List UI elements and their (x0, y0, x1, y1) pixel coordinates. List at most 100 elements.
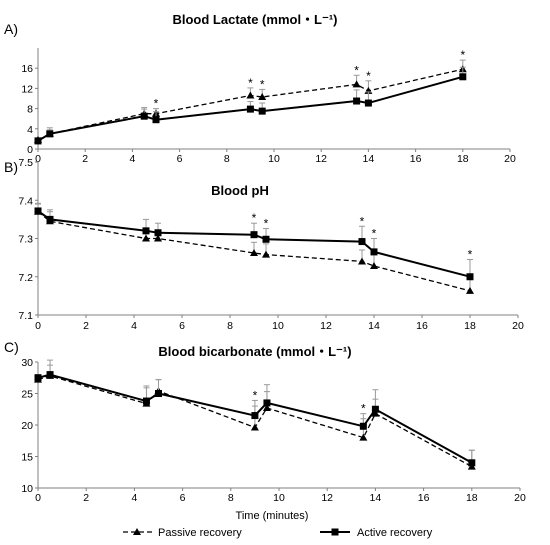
x-tick-label: 16 (418, 492, 430, 504)
x-tick-label: 4 (131, 492, 137, 504)
x-tick-label: 0 (35, 153, 41, 165)
y-tick-label: 7.5 (18, 157, 33, 169)
data-point-square (371, 405, 379, 413)
panel-label: A) (4, 21, 18, 37)
significance-asterisk: * (248, 76, 253, 90)
x-tick-label: 6 (177, 153, 183, 165)
y-tick-label: 30 (21, 357, 33, 369)
y-tick-label: 0 (27, 144, 33, 156)
legend-label-active: Active recovery (357, 527, 433, 539)
x-tick-label: 10 (273, 492, 285, 504)
chart-title: Blood pH (211, 183, 269, 198)
y-tick-label: 7.4 (18, 195, 33, 207)
y-tick-label: 25 (21, 389, 33, 401)
significance-asterisk: * (372, 227, 377, 241)
data-point-triangle (352, 80, 361, 88)
x-tick-label: 20 (504, 153, 516, 165)
chart-title: Blood bicarbonate (mmol・L⁻¹) (158, 344, 351, 359)
significance-asterisk: * (253, 388, 258, 402)
data-point-triangle (358, 257, 366, 265)
x-tick-label: 8 (228, 492, 234, 504)
x-tick-label: 12 (321, 492, 333, 504)
x-tick-label: 0 (35, 492, 41, 504)
x-tick-label: 14 (363, 153, 375, 165)
data-point-square (34, 374, 42, 382)
series-active-recovery (34, 202, 474, 281)
x-tick-label: 2 (83, 492, 89, 504)
y-tick-label: 7.1 (18, 310, 33, 322)
data-point-square (258, 107, 266, 115)
data-point-square (34, 207, 42, 215)
panel-c: C) Blood bicarbonate (mmol・L⁻¹) 0 2 4 6 8 10 12 1… (4, 339, 526, 504)
significance-asterisk: * (264, 217, 269, 231)
data-point-square (46, 371, 54, 379)
data-point-square (46, 215, 54, 223)
series-active-recovery (34, 359, 476, 467)
y-tick-label: 7.2 (18, 272, 33, 284)
x-tick-label: 4 (131, 320, 137, 332)
panel-label: C) (4, 339, 19, 355)
data-point-triangle (246, 91, 255, 99)
data-point-square (246, 105, 254, 113)
x-tick-label: 18 (464, 320, 476, 332)
x-tick-label: 20 (514, 492, 526, 504)
x-tick-label: 8 (224, 153, 230, 165)
significance-asterisk: * (360, 214, 365, 228)
y-tick-label: 7.3 (18, 234, 33, 246)
data-point-triangle (370, 262, 378, 270)
data-point-square (142, 227, 150, 235)
legend: Passive recovery Active recovery (123, 527, 433, 539)
x-tick-label: 8 (227, 320, 233, 332)
panel-b: B) Blood pH 0 2 4 6 8 10 12 14 16 18 20 7.1 7.2 7.3 7.4 7… (4, 157, 524, 332)
x-tick-label: 6 (179, 320, 185, 332)
data-point-square (364, 99, 372, 107)
y-tick-label: 20 (21, 420, 33, 432)
data-point-square (142, 397, 150, 405)
x-tick-label: 18 (466, 492, 478, 504)
panel-a: A) Blood Lactate (mmol・L⁻¹) 0 2 4 6 8 10 12 14 16 1… (4, 12, 516, 165)
data-point-square (466, 273, 474, 281)
x-tick-label: 6 (180, 492, 186, 504)
data-point-square (370, 248, 378, 256)
y-tick-label: 10 (21, 483, 33, 495)
x-tick-label: 18 (457, 153, 469, 165)
data-point-square (251, 412, 259, 420)
x-tick-label: 0 (35, 320, 41, 332)
passive-recovery-line (37, 211, 471, 292)
data-point-triangle (371, 409, 380, 417)
x-tick-label: 4 (129, 153, 135, 165)
data-point-square (262, 235, 270, 243)
y-tick-label: 12 (21, 83, 33, 95)
significance-asterisk: * (154, 97, 159, 111)
x-tick-label: 2 (83, 320, 89, 332)
series-active-recovery (34, 66, 467, 145)
panel-label: B) (4, 159, 18, 175)
significance-asterisk: * (252, 211, 257, 225)
legend-triangle-marker (133, 528, 141, 535)
data-point-square (250, 231, 258, 239)
y-tick-label: 15 (21, 452, 33, 464)
data-point-triangle (359, 433, 368, 441)
data-point-square (263, 399, 271, 407)
x-axis-title: Time (minutes) (236, 510, 309, 522)
data-point-triangle (250, 249, 258, 257)
data-point-square (152, 116, 160, 124)
y-tick-label: 4 (27, 124, 33, 136)
x-tick-label: 14 (370, 492, 382, 504)
significance-asterisk: * (361, 402, 366, 416)
significance-asterisk: * (460, 48, 465, 62)
data-point-square (34, 137, 42, 145)
x-tick-label: 16 (416, 320, 428, 332)
data-point-triangle (142, 234, 150, 242)
data-point-square (459, 73, 467, 81)
chart-title: Blood Lactate (mmol・L⁻¹) (172, 12, 337, 27)
x-tick-label: 12 (320, 320, 332, 332)
significance-asterisk: * (468, 248, 473, 262)
data-point-triangle (262, 403, 271, 411)
data-point-triangle (154, 234, 162, 242)
x-tick-label: 12 (315, 153, 327, 165)
x-tick-label: 10 (268, 153, 280, 165)
x-tick-label: 14 (368, 320, 380, 332)
data-point-square (46, 130, 54, 138)
